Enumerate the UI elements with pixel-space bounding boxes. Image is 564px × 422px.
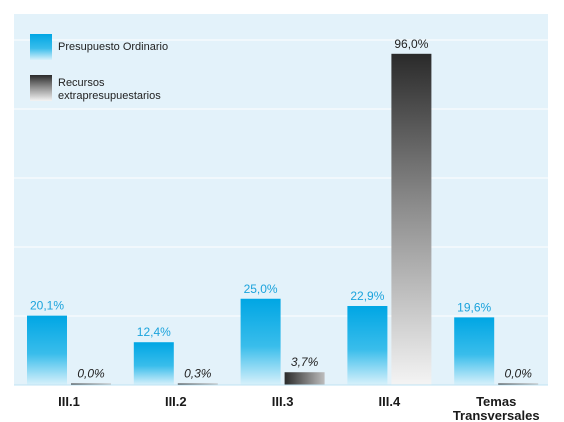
grid-lines [14, 39, 548, 317]
bar-recursos-extrapresupuestarios-5 [498, 383, 539, 385]
value-label-recursos-extrapresupuestarios-5: 0,0% [505, 367, 533, 381]
value-label-recursos-extrapresupuestarios-2: 0,3% [184, 367, 212, 381]
value-label-recursos-extrapresupuestarios-1: 0,0% [77, 367, 105, 381]
category-label-2: III.2 [165, 394, 187, 409]
value-labels: 20,1% 0,0% 12,4% 0,3% 25,0% 3,7% 22,9% 96,0% 19,… [30, 37, 532, 381]
category-label-5-line-2: Transversales [453, 408, 540, 422]
bar-presupuesto-ordinario-1 [27, 315, 67, 385]
bar-recursos-extrapresupuestarios-4 [391, 53, 432, 386]
category-label-4: III.4 [379, 394, 401, 409]
legend-swatch-presupuesto-ordinario [30, 34, 52, 60]
category-label-5-line-1: Temas [476, 394, 516, 409]
bar-recursos-extrapresupuestarios-3 [284, 372, 325, 385]
bars [27, 53, 539, 386]
legend-swatch-recursos-extrapresupuestarios [30, 75, 52, 101]
legend-label-recursos-extrapresupuestarios-line-1: Recursos [58, 77, 105, 89]
value-label-recursos-extrapresupuestarios-4: 96,0% [394, 37, 428, 51]
category-label-3: III.3 [272, 394, 294, 409]
bar-presupuesto-ordinario-3 [240, 298, 281, 385]
bar-recursos-extrapresupuestarios-2 [177, 383, 218, 385]
bar-presupuesto-ordinario-5 [454, 317, 495, 385]
value-label-presupuesto-ordinario-2: 12,4% [137, 325, 171, 339]
value-label-presupuesto-ordinario-3: 25,0% [244, 282, 278, 296]
value-label-presupuesto-ordinario-5: 19,6% [457, 300, 491, 314]
bar-recursos-extrapresupuestarios-1 [71, 383, 111, 385]
category-label-1: III.1 [58, 394, 80, 409]
legend-label-presupuesto-ordinario: Presupuesto Ordinario [58, 41, 168, 53]
value-label-presupuesto-ordinario-1: 20,1% [30, 299, 64, 313]
legend-label-recursos-extrapresupuestarios-line-2: extrapresupuestarios [58, 90, 161, 102]
value-label-recursos-extrapresupuestarios-3: 3,7% [291, 355, 319, 369]
bar-presupuesto-ordinario-4 [347, 305, 388, 385]
value-label-presupuesto-ordinario-4: 22,9% [350, 289, 384, 303]
bar-presupuesto-ordinario-2 [133, 342, 174, 385]
legend: Presupuesto Ordinario Recursos extrapres… [30, 34, 168, 102]
